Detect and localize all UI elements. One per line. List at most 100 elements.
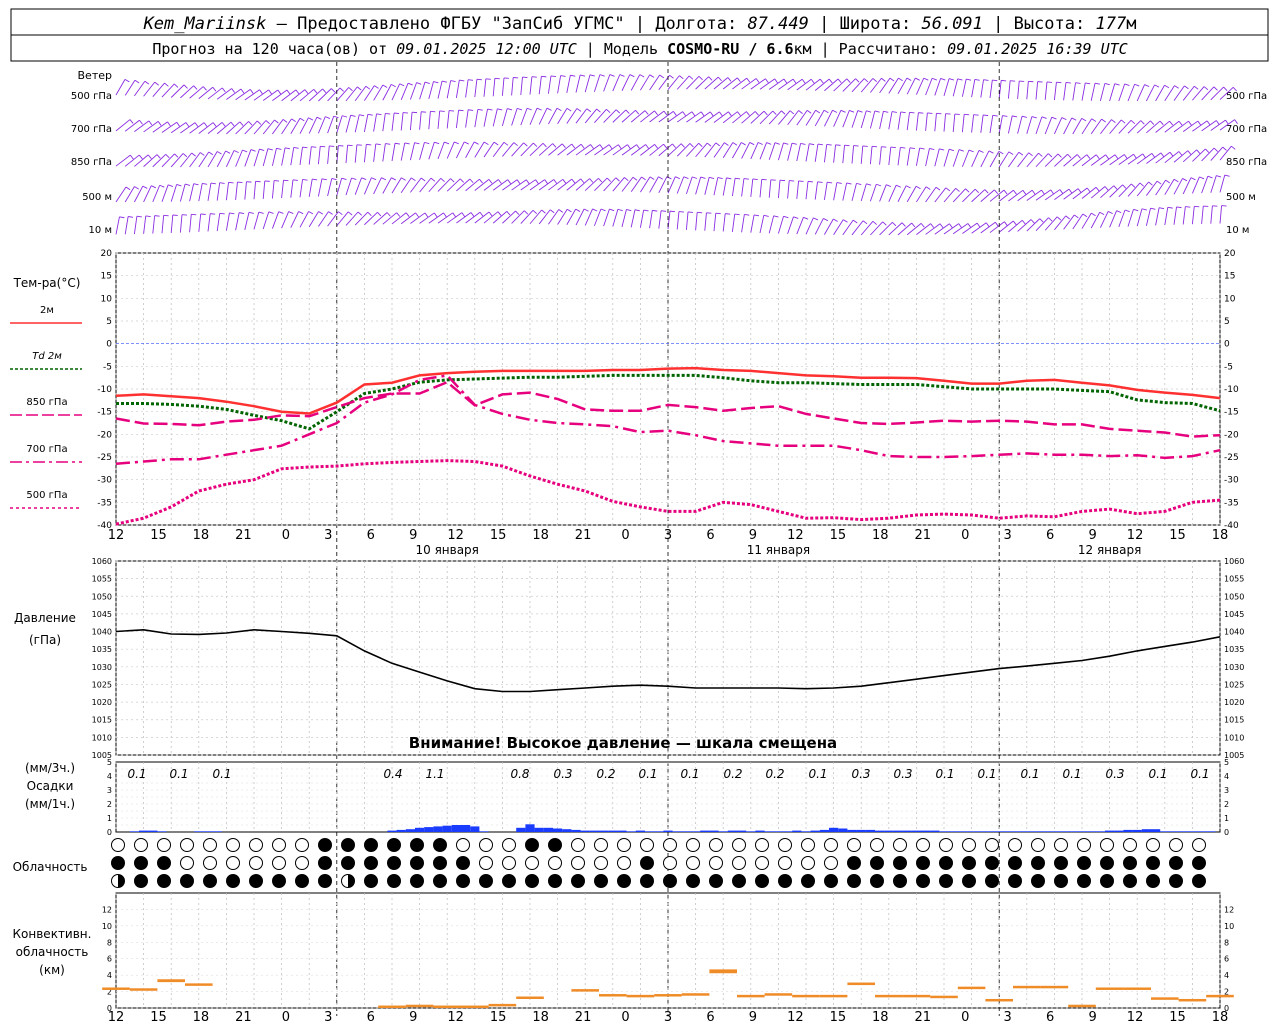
cloud-full [1055,857,1068,870]
wind-barb-shaft [272,90,287,101]
wind-barb-shaft [456,110,458,128]
wind-barb-shaft [364,178,371,195]
wind-barb-shaft [861,146,863,164]
wind-barb-feather [609,145,612,149]
cloud-symbol [986,857,999,870]
wind-barb-feather [1049,218,1053,221]
conv-bar [1068,1005,1096,1008]
cloud-full [1124,857,1137,870]
precip-3h-label: 0.1 [1148,767,1167,781]
wind-barb-feather [312,179,317,180]
wind-barb-feather [655,111,658,115]
wind-barb-shaft [1027,190,1042,200]
wind-barb-feather [299,211,304,213]
precip-bar [1068,831,1077,832]
wind-barb-feather [239,213,244,214]
wind-barb-shaft [806,144,809,162]
wind-barb-feather [1022,220,1025,224]
wind-barb-feather [1012,116,1017,117]
cloud-symbol [365,839,378,852]
hour-label-bottom: 3 [1004,1010,1012,1024]
wind-barb-feather [577,109,581,112]
precip-bar [921,831,930,832]
precip-bar [213,831,222,832]
wind-barb-shaft [300,147,302,165]
wind-barb-feather [590,179,593,183]
wind-barb-shaft [732,178,735,196]
precip-bar [820,830,829,832]
wind-barb-shaft [190,214,192,232]
precip-bar [1206,831,1215,832]
wind-barb-feather [841,110,846,112]
wind-barb-feather [125,79,129,82]
wind-barb-feather [667,177,671,179]
conv-bar [1151,997,1179,1000]
cloud-symbol [572,839,585,852]
wind-barb-shaft [475,142,484,157]
cloud-symbol [1147,875,1160,888]
wind-barb-feather [249,121,252,125]
precip-bar [995,831,1004,832]
wind-barb-feather [756,78,759,82]
hour-label-top: 15 [490,528,507,543]
wind-barb-feather [664,111,667,115]
cloud-symbol [756,857,769,870]
wind-barb-feather [507,211,510,215]
precip-bar [939,831,948,832]
cloud-symbol [319,839,332,852]
hour-label-bottom: 0 [282,1010,290,1024]
wind-barb-feather [1083,214,1087,217]
temp-tick-right: -35 [1224,498,1239,508]
wind-barb-feather [1142,209,1147,210]
wind-barb-shaft [889,112,892,130]
hour-label-bottom: 15 [830,1010,847,1024]
pressure-tick-right: 1055 [1224,575,1244,584]
wind-barb-shaft [852,111,858,128]
wind-barb-shaft [806,218,813,234]
wind-barb-feather [195,123,198,127]
wind-barb-shaft [990,80,992,98]
wind-barb-shaft [640,210,643,228]
precip-bar [470,826,479,832]
cloud-full [917,875,930,888]
cloud-symbol [1170,875,1183,888]
wind-barb-feather [1013,190,1016,194]
cloud-symbol [710,839,723,852]
wind-barb-shaft [153,216,155,234]
wind-barb-shaft [475,109,478,127]
wind-barb-feather [319,212,323,215]
precip-bar [719,831,728,832]
wind-barb-shaft [650,210,653,228]
wind-barb-shaft [539,210,550,224]
wind-barb-shaft [199,183,202,201]
precip-unit-1h: (мм/1ч.) [25,797,75,811]
wind-barb-feather [293,180,298,181]
wind-barb-feather [524,211,528,215]
cloud-clear [779,839,792,852]
wind-barb-feather [837,183,842,184]
wind-barb-feather [650,177,654,180]
wind-barb-feather [165,83,169,86]
conv-bar [571,989,599,992]
precip-3h-label: 0.1 [212,767,231,781]
temp-tick-right: 15 [1224,272,1235,282]
wind-barb-feather [1001,80,1006,81]
wind-barb-shaft [696,177,701,194]
wind-barb-feather [737,78,740,82]
wind-barb-shaft [788,143,792,160]
wind-barb-shaft [953,150,959,167]
precip-bar [1114,831,1123,832]
wind-barb-feather [724,143,728,146]
precip-bar [1142,829,1151,832]
wind-barb-feather [323,89,326,93]
cloud-full [503,875,516,888]
wind-barb-feather [635,110,638,114]
wind-barb-shaft [696,212,698,230]
conv-bar [1123,987,1151,990]
hour-label-top: 6 [367,528,375,543]
wind-barb-feather [601,209,606,211]
wind-barb-feather [425,82,430,84]
wind-barb-feather [1032,117,1037,118]
wind-barb-feather [1194,86,1198,89]
date-label: 12 января [1078,543,1141,557]
